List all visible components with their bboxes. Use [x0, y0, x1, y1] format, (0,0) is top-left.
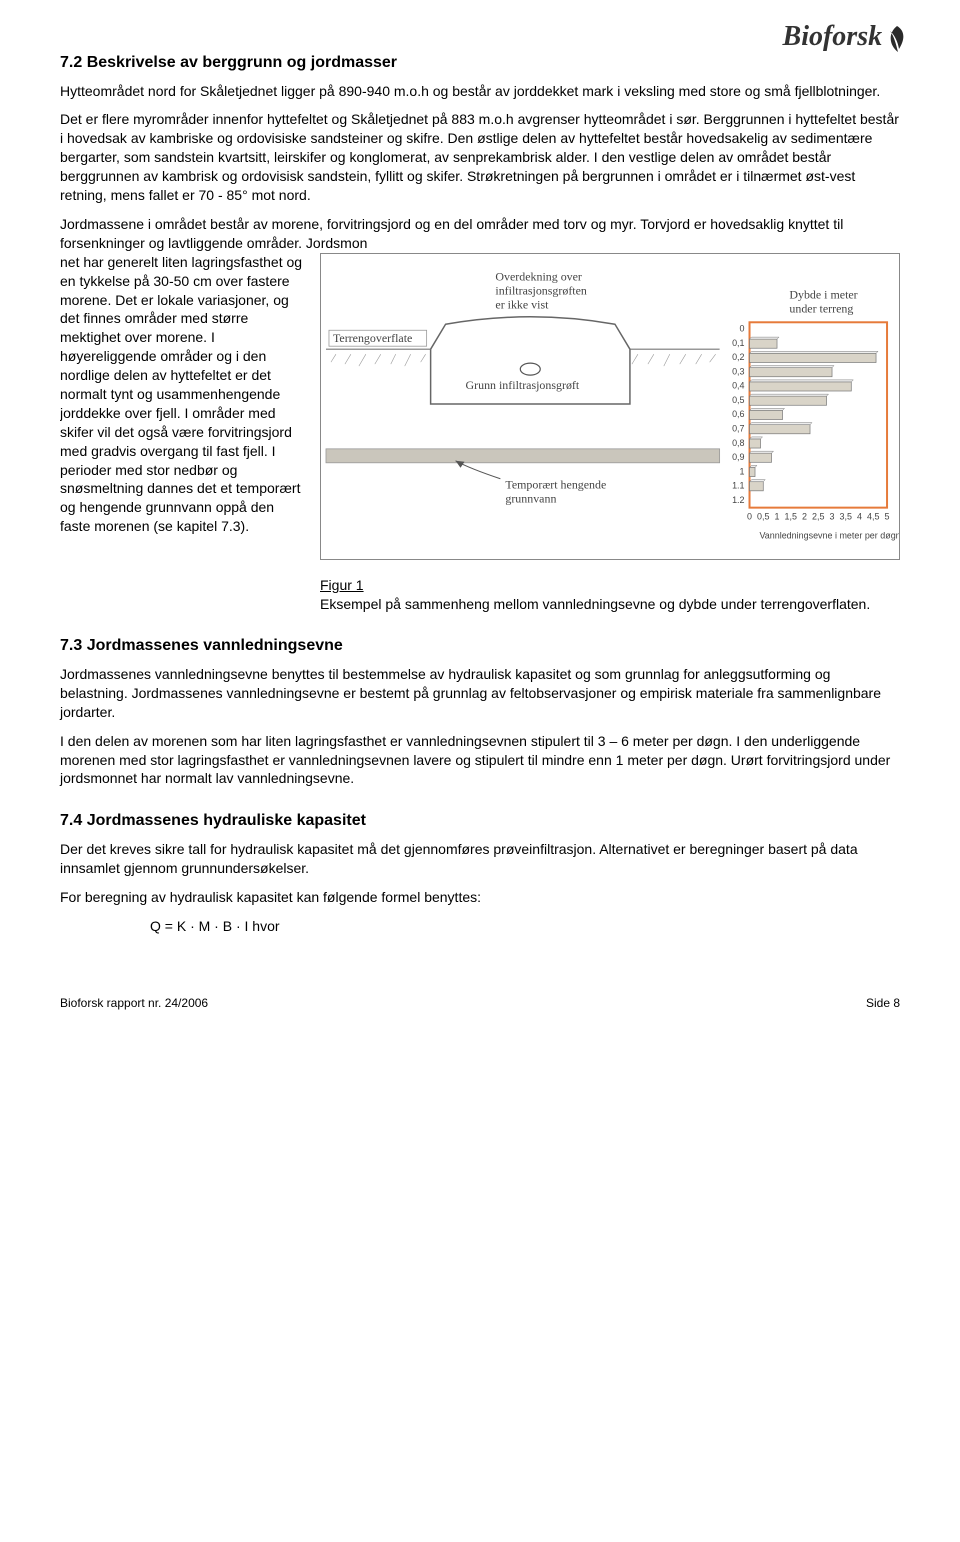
chart-y-label: 1.2: [732, 495, 744, 505]
chart-y-label: 0,2: [732, 352, 744, 362]
figure-1-svg: Overdekning over infiltrasjonsgrøften er…: [321, 254, 899, 554]
section-7-2-p2: Det er flere myrområder innenfor hyttefe…: [60, 110, 900, 204]
chart-x-label: 3,5: [840, 511, 852, 521]
section-7-3-p2: I den delen av morenen som har liten lag…: [60, 732, 900, 789]
footer-right: Side 8: [866, 995, 900, 1011]
chart-y-label: 0,9: [732, 452, 744, 462]
chart-x-label: 1,5: [785, 511, 797, 521]
chart-x-label: 0,5: [757, 511, 769, 521]
fig-label-overdekning-1: Overdekning over: [495, 269, 582, 283]
section-7-4-heading: 7.4 Jordmassenes hydrauliske kapasitet: [60, 810, 900, 832]
fig-xaxis-label: Vannledningsevne i meter per døgn: [759, 530, 899, 540]
chart-y-label: 0,5: [732, 395, 744, 405]
chart-y-label: 0,3: [732, 366, 744, 376]
chart-y-label: 0,6: [732, 409, 744, 419]
chart-bar: [750, 424, 811, 433]
chart-x-label: 1: [775, 511, 780, 521]
fig-label-temp-2: grunnvann: [505, 491, 556, 505]
section-7-3-p1: Jordmassenes vannledningsevne benyttes t…: [60, 665, 900, 722]
chart-x-label: 2: [802, 511, 807, 521]
fig-label-dybde-2: under terreng: [789, 301, 853, 315]
chart-x-label: 4: [857, 511, 862, 521]
section-7-4-p1: Der det kreves sikre tall for hydraulisk…: [60, 840, 900, 878]
chart-bar: [750, 353, 877, 362]
fig-label-terreng: Terrengoverflate: [333, 331, 412, 345]
chart-bar: [750, 339, 778, 348]
section-7-2-heading: 7.2 Beskrivelse av berggrunn og jordmass…: [60, 52, 900, 74]
chart-bar: [750, 396, 827, 405]
fig-label-groft: Grunn infiltrasjonsgrøft: [466, 378, 580, 392]
leaf-icon: [884, 24, 910, 59]
chart-bar: [750, 467, 756, 476]
chart-y-label: 0: [740, 323, 745, 333]
section-7-2-p3a: Jordmassene i området består av morene, …: [60, 215, 900, 253]
chart-x-label: 0: [747, 511, 752, 521]
chart-x-label: 3: [830, 511, 835, 521]
brand-logo: Bioforsk: [783, 18, 910, 59]
footer-left: Bioforsk rapport nr. 24/2006: [60, 995, 208, 1011]
chart-x-label: 4,5: [867, 511, 879, 521]
chart-y-label: 0,1: [732, 338, 744, 348]
chart-bar: [750, 382, 852, 391]
section-7-4-p2: For beregning av hydraulisk kapasitet ka…: [60, 888, 900, 907]
figure-1: Overdekning over infiltrasjonsgrøften er…: [320, 253, 900, 560]
fig-label-overdekning-2: infiltrasjonsgrøften: [495, 283, 587, 297]
figure-1-caption-title: Figur 1: [320, 577, 364, 593]
fig-label-overdekning-3: er ikke vist: [495, 297, 549, 311]
chart-y-label: 1.1: [732, 480, 744, 490]
figure-1-caption-text: Eksempel på sammenheng mellom vannlednin…: [320, 596, 870, 612]
chart-y-label: 1: [740, 466, 745, 476]
logo-text: Bioforsk: [783, 21, 883, 52]
chart-bar: [750, 453, 772, 462]
page-footer: Bioforsk rapport nr. 24/2006 Side 8: [60, 995, 900, 1011]
section-7-3-heading: 7.3 Jordmassenes vannledningsevne: [60, 635, 900, 657]
figure-1-caption: Figur 1 Eksempel på sammenheng mellom va…: [320, 576, 900, 614]
chart-bar: [750, 410, 783, 419]
section-7-2-p1: Hytteområdet nord for Skåletjednet ligge…: [60, 82, 900, 101]
formula-hydraulic: Q = K · M · B · I hvor: [150, 917, 900, 936]
fig-label-temp-1: Temporært hengende: [505, 477, 606, 491]
chart-y-label: 0,8: [732, 437, 744, 447]
figure-wrap-block: Overdekning over infiltrasjonsgrøften er…: [60, 253, 900, 568]
chart-y-label: 0,4: [732, 380, 744, 390]
chart-bar: [750, 481, 764, 490]
chart-bar: [750, 367, 833, 376]
chart-bar: [750, 439, 761, 448]
chart-x-label: 5: [885, 511, 890, 521]
chart-x-label: 2,5: [812, 511, 824, 521]
fig-label-dybde-1: Dybde i meter: [789, 287, 857, 301]
chart-y-label: 0,7: [732, 423, 744, 433]
